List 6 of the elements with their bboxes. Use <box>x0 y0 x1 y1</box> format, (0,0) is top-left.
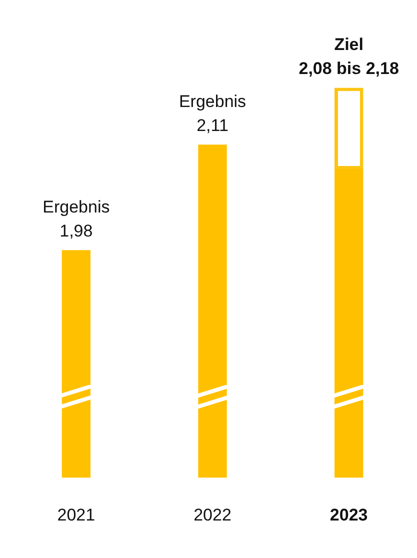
x-tick-label: 2023 <box>330 505 368 524</box>
x-tick-label: 2021 <box>57 505 96 524</box>
data-label: Ergebnis 2,11 <box>178 92 246 136</box>
data-label: Ziel 2,08 bis 2,18 <box>298 35 399 78</box>
x-tick-label: 2022 <box>194 505 232 524</box>
data-label: Ergebnis 1,98 <box>42 197 110 240</box>
